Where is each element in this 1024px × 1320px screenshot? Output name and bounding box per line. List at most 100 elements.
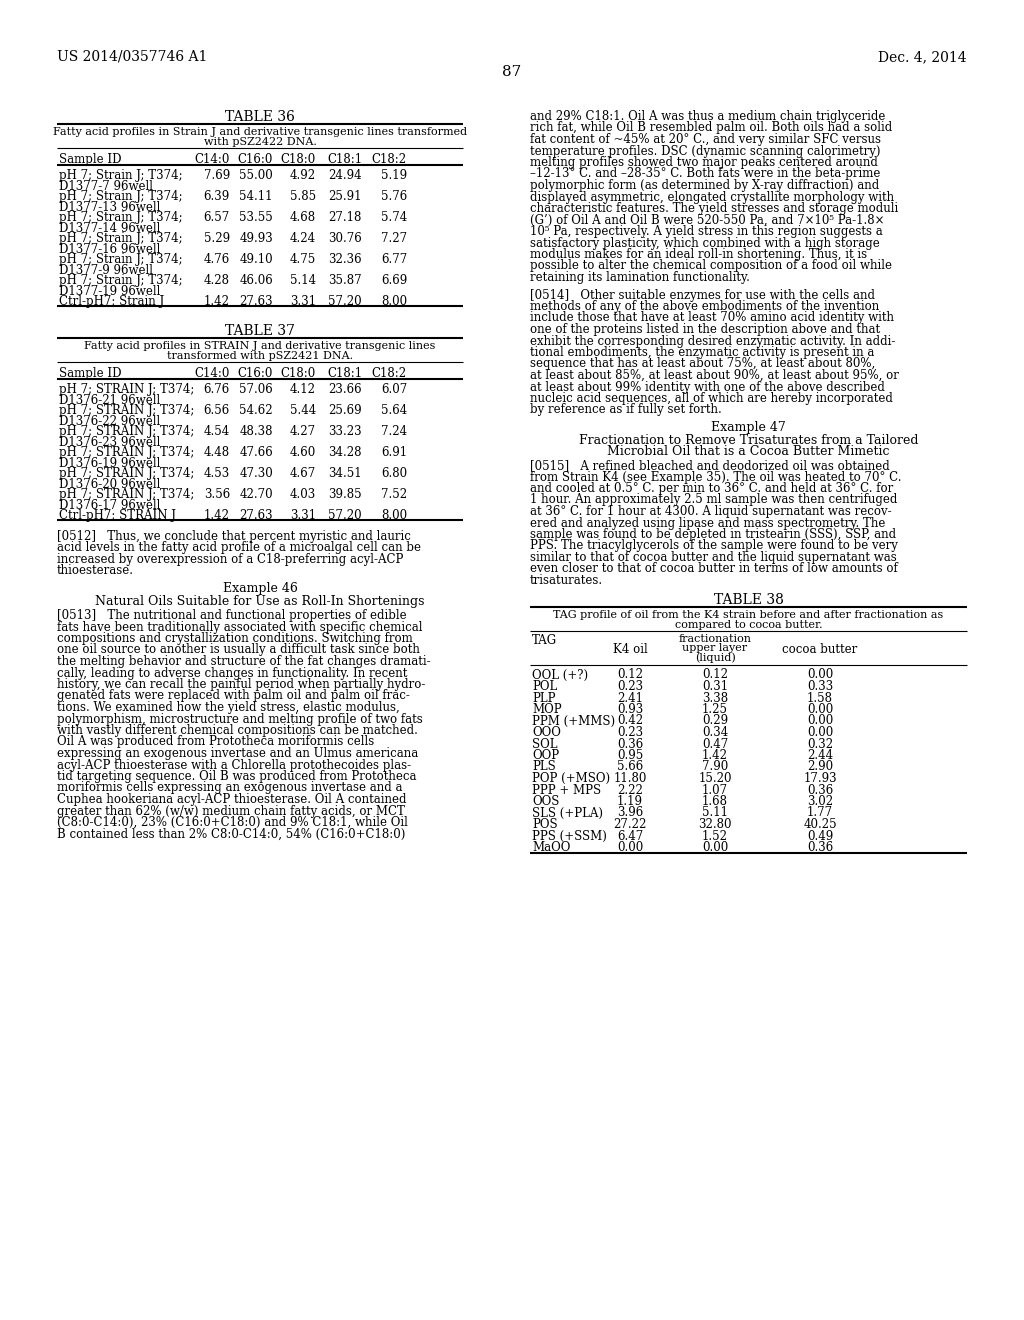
Text: C16:0: C16:0 bbox=[238, 153, 273, 166]
Text: pH 7; STRAIN J; T374;: pH 7; STRAIN J; T374; bbox=[59, 383, 195, 396]
Text: TABLE 36: TABLE 36 bbox=[225, 110, 295, 124]
Text: at least about 85%, at least about 90%, at least about 95%, or: at least about 85%, at least about 90%, … bbox=[530, 370, 899, 381]
Text: 4.27: 4.27 bbox=[290, 425, 316, 438]
Text: 7.90: 7.90 bbox=[701, 760, 728, 774]
Text: 0.36: 0.36 bbox=[616, 738, 643, 751]
Text: 4.92: 4.92 bbox=[290, 169, 316, 182]
Text: one of the proteins listed in the description above and that: one of the proteins listed in the descri… bbox=[530, 323, 880, 337]
Text: C16:0: C16:0 bbox=[238, 367, 273, 380]
Text: [0512]   Thus, we conclude that percent myristic and lauric: [0512] Thus, we conclude that percent my… bbox=[57, 531, 411, 543]
Text: OOP: OOP bbox=[532, 748, 559, 762]
Text: C14:0: C14:0 bbox=[195, 153, 230, 166]
Text: 30.76: 30.76 bbox=[329, 232, 362, 246]
Text: 3.96: 3.96 bbox=[616, 807, 643, 820]
Text: Ctrl-pH7; Strain J: Ctrl-pH7; Strain J bbox=[59, 294, 164, 308]
Text: 24.94: 24.94 bbox=[329, 169, 362, 182]
Text: fat content of ~45% at 20° C., and very similar SFC versus: fat content of ~45% at 20° C., and very … bbox=[530, 133, 881, 147]
Text: pH 7; STRAIN J; T374;: pH 7; STRAIN J; T374; bbox=[59, 467, 195, 480]
Text: 7.69: 7.69 bbox=[204, 169, 230, 182]
Text: C14:0: C14:0 bbox=[195, 367, 230, 380]
Text: 1.42: 1.42 bbox=[702, 748, 728, 762]
Text: D1377-9 96well: D1377-9 96well bbox=[59, 264, 153, 277]
Text: pH 7; STRAIN J; T374;: pH 7; STRAIN J; T374; bbox=[59, 404, 195, 417]
Text: acyl-ACP thioesterase with a Chlorella protothecoides plas-: acyl-ACP thioesterase with a Chlorella p… bbox=[57, 759, 411, 771]
Text: D1376-20 96well: D1376-20 96well bbox=[59, 478, 161, 491]
Text: 4.48: 4.48 bbox=[204, 446, 230, 459]
Text: POP (+MSO): POP (+MSO) bbox=[532, 772, 610, 785]
Text: PPS (+SSM): PPS (+SSM) bbox=[532, 829, 607, 842]
Text: C18:2: C18:2 bbox=[372, 153, 407, 166]
Text: 23.66: 23.66 bbox=[329, 383, 362, 396]
Text: 5.11: 5.11 bbox=[702, 807, 728, 820]
Text: D1376-19 96well: D1376-19 96well bbox=[59, 457, 161, 470]
Text: 1.68: 1.68 bbox=[702, 795, 728, 808]
Text: 4.03: 4.03 bbox=[290, 488, 316, 502]
Text: D1377-14 96well: D1377-14 96well bbox=[59, 222, 161, 235]
Text: 5.64: 5.64 bbox=[381, 404, 407, 417]
Text: fractionation: fractionation bbox=[679, 634, 752, 644]
Text: Example 46: Example 46 bbox=[222, 582, 297, 595]
Text: pH 7; Strain J; T374;: pH 7; Strain J; T374; bbox=[59, 169, 182, 182]
Text: 4.53: 4.53 bbox=[204, 467, 230, 480]
Text: the melting behavior and structure of the fat changes dramati-: the melting behavior and structure of th… bbox=[57, 655, 431, 668]
Text: Fractionation to Remove Trisaturates from a Tailored: Fractionation to Remove Trisaturates fro… bbox=[579, 434, 919, 447]
Text: 4.28: 4.28 bbox=[204, 275, 230, 286]
Text: Natural Oils Suitable for Use as Roll-In Shortenings: Natural Oils Suitable for Use as Roll-In… bbox=[95, 595, 425, 609]
Text: Ctrl-pH7; STRAIN J: Ctrl-pH7; STRAIN J bbox=[59, 510, 176, 521]
Text: SOL: SOL bbox=[532, 738, 557, 751]
Text: 47.30: 47.30 bbox=[240, 467, 273, 480]
Text: D1376-22 96well: D1376-22 96well bbox=[59, 414, 160, 428]
Text: POL: POL bbox=[532, 680, 557, 693]
Text: 0.95: 0.95 bbox=[616, 748, 643, 762]
Text: D1377-16 96well: D1377-16 96well bbox=[59, 243, 161, 256]
Text: 2.41: 2.41 bbox=[617, 692, 643, 705]
Text: at least about 99% identity with one of the above described: at least about 99% identity with one of … bbox=[530, 380, 885, 393]
Text: 1.58: 1.58 bbox=[807, 692, 833, 705]
Text: 6.77: 6.77 bbox=[381, 253, 407, 267]
Text: 5.76: 5.76 bbox=[381, 190, 407, 203]
Text: 32.80: 32.80 bbox=[698, 818, 732, 832]
Text: 34.28: 34.28 bbox=[329, 446, 362, 459]
Text: tid targeting sequence. Oil B was produced from Prototheca: tid targeting sequence. Oil B was produc… bbox=[57, 770, 417, 783]
Text: 0.32: 0.32 bbox=[807, 738, 834, 751]
Text: pH 7; Strain J; T374;: pH 7; Strain J; T374; bbox=[59, 211, 182, 224]
Text: sequence that has at least about 75%, at least about 80%,: sequence that has at least about 75%, at… bbox=[530, 358, 876, 371]
Text: 4.12: 4.12 bbox=[290, 383, 316, 396]
Text: 87: 87 bbox=[503, 65, 521, 79]
Text: C18:0: C18:0 bbox=[281, 367, 316, 380]
Text: 0.49: 0.49 bbox=[807, 829, 834, 842]
Text: 7.27: 7.27 bbox=[381, 232, 407, 246]
Text: 0.36: 0.36 bbox=[807, 841, 834, 854]
Text: 32.36: 32.36 bbox=[329, 253, 362, 267]
Text: 0.23: 0.23 bbox=[616, 726, 643, 739]
Text: pH 7; Strain J; T374;: pH 7; Strain J; T374; bbox=[59, 275, 182, 286]
Text: include those that have at least 70% amino acid identity with: include those that have at least 70% ami… bbox=[530, 312, 894, 325]
Text: TABLE 38: TABLE 38 bbox=[714, 594, 783, 607]
Text: transformed with pSZ2421 DNA.: transformed with pSZ2421 DNA. bbox=[167, 351, 353, 360]
Text: with pSZ2422 DNA.: with pSZ2422 DNA. bbox=[204, 137, 316, 147]
Text: pH 7; STRAIN J; T374;: pH 7; STRAIN J; T374; bbox=[59, 425, 195, 438]
Text: satisfactory plasticity, which combined with a high storage: satisfactory plasticity, which combined … bbox=[530, 236, 880, 249]
Text: B contained less than 2% C8:0-C14:0, 54% (C16:0+C18:0): B contained less than 2% C8:0-C14:0, 54%… bbox=[57, 828, 406, 841]
Text: 27.63: 27.63 bbox=[240, 510, 273, 521]
Text: 4.76: 4.76 bbox=[204, 253, 230, 267]
Text: 48.38: 48.38 bbox=[240, 425, 273, 438]
Text: PPM (+MMS): PPM (+MMS) bbox=[532, 714, 615, 727]
Text: even closer to that of cocoa butter in terms of low amounts of: even closer to that of cocoa butter in t… bbox=[530, 562, 898, 576]
Text: 15.20: 15.20 bbox=[698, 772, 732, 785]
Text: 4.54: 4.54 bbox=[204, 425, 230, 438]
Text: tional embodiments, the enzymatic activity is present in a: tional embodiments, the enzymatic activi… bbox=[530, 346, 874, 359]
Text: 10⁵ Pa, respectively. A yield stress in this region suggests a: 10⁵ Pa, respectively. A yield stress in … bbox=[530, 224, 883, 238]
Text: PLS: PLS bbox=[532, 760, 556, 774]
Text: 54.62: 54.62 bbox=[240, 404, 273, 417]
Text: 2.22: 2.22 bbox=[617, 784, 643, 796]
Text: 57.20: 57.20 bbox=[329, 294, 362, 308]
Text: genated fats were replaced with palm oil and palm oil frac-: genated fats were replaced with palm oil… bbox=[57, 689, 410, 702]
Text: 0.31: 0.31 bbox=[701, 680, 728, 693]
Text: C18:1: C18:1 bbox=[327, 153, 362, 166]
Text: 1.52: 1.52 bbox=[702, 829, 728, 842]
Text: 5.14: 5.14 bbox=[290, 275, 316, 286]
Text: 6.39: 6.39 bbox=[204, 190, 230, 203]
Text: 0.29: 0.29 bbox=[701, 714, 728, 727]
Text: 1.07: 1.07 bbox=[701, 784, 728, 796]
